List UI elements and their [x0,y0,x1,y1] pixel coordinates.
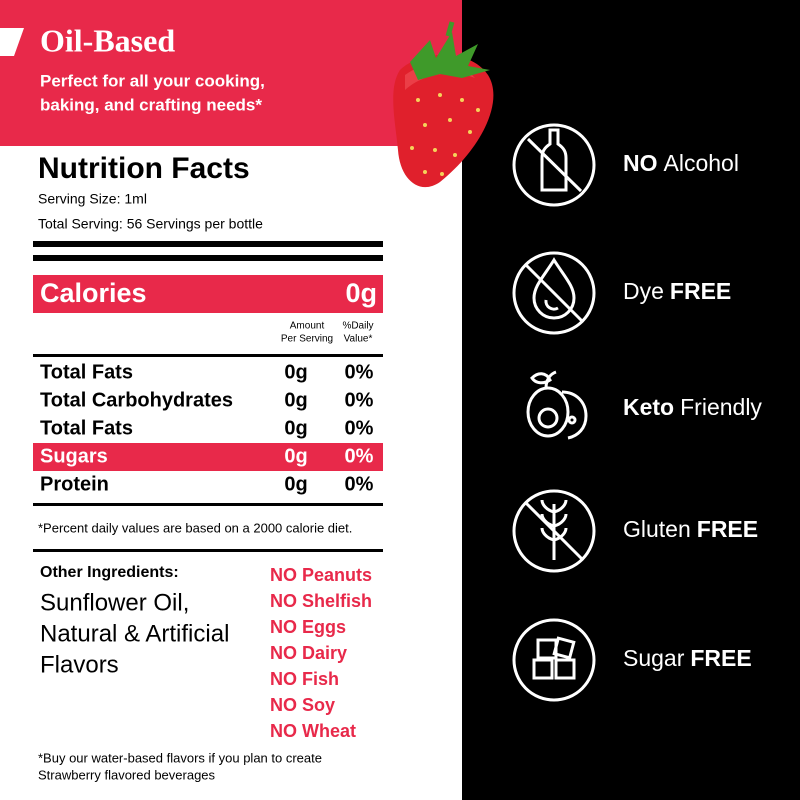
row-amount: 0g [284,473,307,495]
footer-note: Strawberry flavored beverages [38,767,216,782]
allergen: NO Peanuts [270,565,372,585]
right-panel [462,0,800,800]
feature-part: Dye [623,278,664,304]
row-amount: 0g [284,361,307,383]
rule [33,354,383,357]
row-amount: 0g [284,417,307,439]
calories-label: Calories [40,278,147,308]
calories-band [33,275,383,313]
serving-size: Serving Size: 1ml [38,191,147,207]
feature-label: Keto Friendly [623,394,762,420]
feature-part: Friendly [680,394,762,420]
row-amount: 0g [284,445,307,467]
header-subtitle: Perfect for all your cooking, [40,71,265,90]
feature-part: FREE [670,278,731,304]
row-name: Total Fats [40,361,133,383]
ingredients-line: Flavors [40,651,119,678]
feature-part: Alcohol [664,150,739,176]
allergen: NO Shelfish [270,591,372,611]
rule [33,549,383,552]
icon-gluten [512,489,596,573]
footer-note: *Buy our water-based flavors if you plan… [38,750,322,765]
allergen: NO Fish [270,669,339,689]
feature-label: Gluten FREE [623,516,758,542]
row-daily-value: 0% [345,445,374,467]
feature-icons [512,123,596,702]
feature-part: Sugar [623,645,685,671]
rule-thick [33,241,383,247]
row-daily-value: 0% [345,361,374,383]
row-name: Sugars [40,445,108,467]
icon-keto [526,370,588,440]
feature-part: Gluten [623,516,691,542]
ingredients-title: Other Ingredients: [40,564,179,581]
feature-part: FREE [697,516,758,542]
row-name: Total Fats [40,417,133,439]
row-name: Total Carbohydrates [40,389,233,411]
allergen: NO Dairy [270,643,347,663]
row-daily-value: 0% [345,417,374,439]
row-amount: 0g [284,389,307,411]
allergen: NO Soy [270,695,335,715]
row-daily-value: 0% [345,473,374,495]
ingredients-line: Sunflower Oil, [40,589,189,616]
header-flag [0,28,24,56]
header-band [0,0,462,146]
feature-label: Sugar FREE [623,645,752,671]
ingredients-line: Natural & Artificial [40,620,229,647]
rule [33,503,383,506]
feature-part: NO [623,150,658,176]
strawberry [393,21,494,188]
row-highlight [33,443,383,471]
allergen: NO Wheat [270,721,356,741]
allergen: NO Eggs [270,617,346,637]
icon-sugar [512,618,596,702]
column-header: %Daily [342,321,373,332]
total-serving: Total Serving: 56 Servings per bottle [38,216,263,232]
row-name: Protein [40,473,109,495]
row-daily-value: 0% [345,389,374,411]
icon-alcohol [512,123,596,207]
footnote: *Percent daily values are based on a 200… [38,520,352,535]
column-header: Amount [290,321,325,332]
feature-label: NO Alcohol [623,150,739,176]
column-header: Per Serving [281,334,333,345]
feature-part: Keto [623,394,674,420]
feature-part: FREE [690,645,751,671]
header-title: Oil-Based [40,22,175,58]
calories-value: 0g [345,278,377,308]
header-subtitle: baking, and crafting needs* [40,95,262,114]
feature-label: Dye FREE [623,278,731,304]
rule-thick [33,255,383,261]
column-header: Value* [344,334,373,345]
icon-dye [512,251,596,335]
nutrition-title: Nutrition Facts [38,152,250,185]
